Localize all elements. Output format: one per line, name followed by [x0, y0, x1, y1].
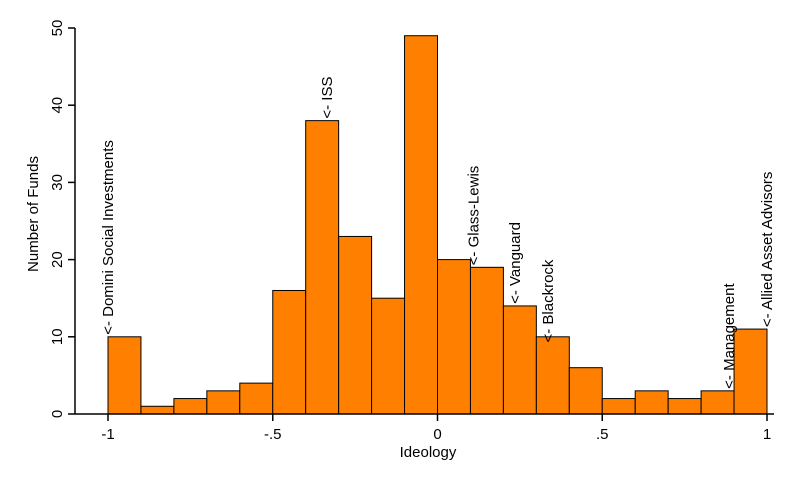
- x-tick-label: 0: [433, 426, 441, 443]
- histogram-bar: [634, 390, 669, 415]
- x-ticks-group: -1 -.5 0 .5 1: [101, 414, 771, 443]
- x-tick-label: .5: [596, 426, 609, 443]
- y-axis-title: Number of Funds: [25, 156, 42, 272]
- x-axis-title: Ideology: [400, 444, 457, 461]
- annotation-label: <- ISS: [319, 77, 336, 119]
- histogram-bar: [437, 259, 471, 415]
- y-tick-label: 10: [49, 328, 66, 345]
- y-tick-label: 40: [49, 97, 66, 114]
- annotation-label: <- Management: [721, 283, 738, 389]
- histogram-bar: [140, 405, 175, 415]
- y-tick-label: 30: [49, 174, 66, 191]
- annotation-label: <- Vanguard: [507, 222, 524, 304]
- annotation-label: <- Blackrock: [540, 259, 557, 342]
- histogram-bar: [700, 390, 735, 415]
- histogram-bar: [305, 120, 340, 415]
- histogram-bar: [206, 390, 241, 415]
- histogram-bar: [338, 235, 373, 415]
- histogram-bar: [371, 297, 406, 415]
- x-tick-label: -.5: [264, 426, 282, 443]
- annotation-label: <- Allied Asset Advisors: [759, 172, 776, 328]
- histogram-bar: [173, 398, 208, 415]
- histogram-bar: [568, 367, 603, 415]
- annotations-group: <- Domini Social Investments <- ISS <- Gla…: [100, 77, 776, 389]
- histogram-bar: [502, 305, 537, 415]
- y-ticks-group: 0 10 20 30 40 50: [49, 20, 75, 418]
- histogram-bar: [667, 398, 702, 415]
- y-tick-label: 0: [49, 410, 66, 418]
- histogram-bar: [272, 289, 307, 415]
- annotation-label: <- Glass-Lewis: [466, 166, 483, 266]
- histogram-bar: [404, 35, 438, 415]
- histogram-bar: [239, 382, 274, 415]
- histogram-bar: [469, 266, 504, 415]
- y-tick-label: 20: [49, 251, 66, 268]
- histogram-bar: [107, 336, 142, 415]
- bars-group: [107, 35, 768, 415]
- annotation-label: <- Domini Social Investments: [100, 140, 117, 335]
- y-tick-label: 50: [49, 20, 66, 37]
- x-tick-label: 1: [763, 426, 771, 443]
- histogram-bar: [601, 398, 636, 415]
- histogram-bar: [535, 336, 570, 415]
- x-tick-label: -1: [101, 426, 114, 443]
- axes-group: [74, 28, 774, 415]
- histogram-bar: [733, 328, 768, 415]
